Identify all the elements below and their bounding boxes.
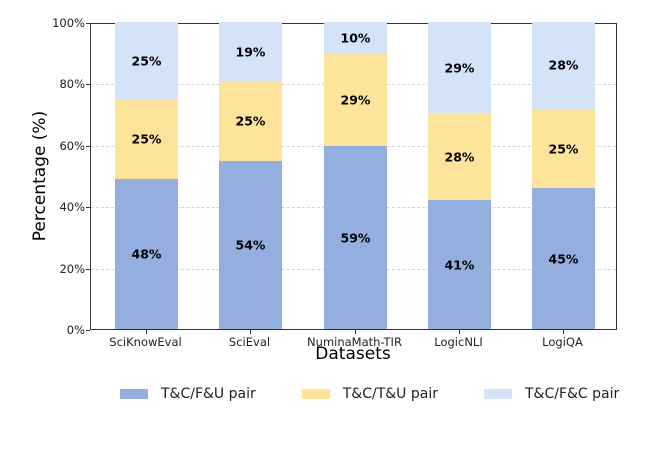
segment-value-label: 29% xyxy=(444,60,475,76)
segment-value-label: 59% xyxy=(340,230,371,246)
bar-segment: 48% xyxy=(115,178,178,329)
segment-value-label: 45% xyxy=(548,251,579,267)
segment-value-label: 25% xyxy=(548,141,579,157)
bar-segment: 28% xyxy=(428,113,491,201)
legend-swatch-icon xyxy=(120,389,148,399)
bar-segment: 19% xyxy=(219,22,282,83)
x-tick-label: LogiQA xyxy=(542,335,583,349)
legend-item: T&C/T&U pair xyxy=(301,386,438,402)
y-tick xyxy=(86,23,90,24)
x-tick xyxy=(145,330,147,334)
bar-segment: 28% xyxy=(532,22,595,109)
segment-value-label: 54% xyxy=(235,237,266,253)
y-tick-label: 80% xyxy=(59,77,85,92)
x-tick xyxy=(458,330,460,334)
bar-numinamath-tir: 59% 29% 10% xyxy=(324,22,387,329)
legend-item: T&C/F&U pair xyxy=(120,386,256,402)
y-tick-label: 20% xyxy=(59,261,85,276)
segment-value-label: 29% xyxy=(340,92,371,108)
y-tick-label: 100% xyxy=(52,16,85,30)
bar-segment: 54% xyxy=(219,160,282,329)
bar-logicnli: 41% 28% 29% xyxy=(428,22,491,329)
bar-segment: 25% xyxy=(115,22,178,101)
legend: T&C/F&U pair T&C/T&U pair T&C/F&C pair xyxy=(120,386,665,402)
y-tick-label: 60% xyxy=(59,138,85,153)
x-axis-label: Datasets xyxy=(315,344,391,364)
segment-value-label: 25% xyxy=(131,131,162,147)
x-tick xyxy=(249,330,251,334)
segment-value-label: 28% xyxy=(444,149,475,165)
bar-segment: 25% xyxy=(219,82,282,161)
bar-segment: 45% xyxy=(532,188,595,329)
legend-label: T&C/F&C pair xyxy=(525,386,620,402)
x-tick-label: SciKnowEval xyxy=(109,335,182,349)
bar-segment: 59% xyxy=(324,146,387,329)
segment-value-label: 28% xyxy=(548,57,579,73)
y-tick xyxy=(86,84,90,86)
bar-logiqa: 45% 25% 28% xyxy=(532,22,595,329)
legend-swatch-icon xyxy=(484,389,512,399)
segment-value-label: 41% xyxy=(444,257,475,273)
y-tick-label: 0% xyxy=(66,323,85,337)
segment-value-label: 25% xyxy=(131,53,162,69)
bar-segment: 25% xyxy=(532,108,595,189)
legend-label: T&C/T&U pair xyxy=(342,386,438,402)
legend-swatch-icon xyxy=(301,389,330,399)
plot-area: 48% 25% 25% 54% 25% 19% 59% 29% 10% 41% 28% 29% 45% 2… xyxy=(90,22,617,330)
x-tick-label: LogicNLI xyxy=(434,335,483,349)
y-tick-label: 40% xyxy=(59,200,85,215)
x-tick xyxy=(562,330,564,334)
bar-segment: 29% xyxy=(324,53,387,147)
y-tick xyxy=(86,145,90,147)
x-tick-label: SciEval xyxy=(228,335,271,349)
legend-item: T&C/F&C pair xyxy=(484,386,619,402)
bar-sciknoweval: 48% 25% 25% xyxy=(115,22,178,329)
segment-value-label: 48% xyxy=(131,246,162,262)
x-tick-label: NuminaMath-TIR xyxy=(307,335,402,349)
segment-value-label: 19% xyxy=(235,44,266,60)
bar-scieval: 54% 25% 19% xyxy=(219,22,282,329)
legend-label: T&C/F&U pair xyxy=(161,386,256,402)
y-axis-label: Percentage (%) xyxy=(30,110,50,242)
x-tick xyxy=(354,330,356,334)
segment-value-label: 25% xyxy=(235,113,266,129)
bar-segment: 10% xyxy=(324,22,387,54)
segment-value-label: 10% xyxy=(340,30,371,46)
bar-segment: 29% xyxy=(428,22,491,114)
bar-segment: 41% xyxy=(428,200,491,329)
y-tick xyxy=(86,330,90,331)
bar-segment: 25% xyxy=(115,100,178,179)
y-tick xyxy=(86,268,90,270)
y-tick xyxy=(86,207,90,209)
